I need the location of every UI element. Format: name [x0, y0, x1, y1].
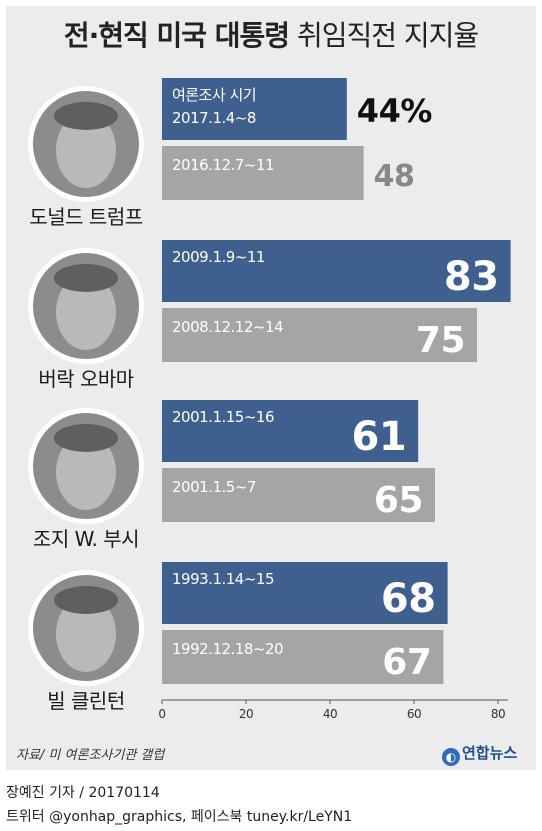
value-label-previous: 48 — [374, 159, 415, 194]
bar-label-previous: 2016.12.7~11 — [172, 156, 274, 174]
bar-current — [162, 400, 419, 462]
value-label-current: 61 — [352, 414, 407, 460]
bar-label-previous: 2008.12.12~14 — [172, 318, 283, 336]
portrait-hair — [54, 102, 118, 130]
president-name: 빌 클린턴 — [47, 689, 124, 713]
bar-current — [162, 562, 448, 624]
bar-current — [162, 78, 347, 140]
bar-label-current: 2001.1.15~16 — [172, 408, 274, 426]
president-name: 버락 오바마 — [38, 367, 133, 391]
credit-line: 장예진 기자 / 20170114 — [6, 785, 160, 801]
source-note: 자료/ 미 여론조사기관 갤럽 — [16, 748, 165, 763]
bar-label-previous: 1992.12.18~20 — [172, 640, 283, 658]
x-tick-label: 80 — [491, 707, 505, 721]
value-label-current: 68 — [381, 576, 436, 622]
bar-label-current: 2009.1.9~11 — [172, 248, 265, 266]
bar-current — [162, 240, 511, 302]
president-name: 조지 W. 부시 — [33, 527, 139, 551]
portrait-face — [56, 596, 116, 672]
president-name: 도널드 트럼프 — [29, 205, 142, 229]
bar-previous — [162, 468, 435, 522]
brand-logo: ◐ 연합뉴스 — [442, 742, 517, 766]
portrait-hair — [54, 424, 118, 452]
value-label-current: 44% — [357, 92, 433, 130]
x-tick-label: 20 — [239, 707, 253, 721]
title-light: 취임직전 지지율 — [296, 19, 479, 52]
bar-label-current: 2017.1.4~8 — [172, 109, 256, 127]
portrait-face — [56, 274, 116, 350]
bar-previous — [162, 630, 444, 684]
chart-title: 전·현직 미국 대통령 취임직전 지지율 — [0, 14, 542, 54]
x-tick-label: 0 — [158, 707, 165, 721]
title-bold: 전·현직 미국 대통령 — [63, 19, 290, 52]
bar-label-previous: 2001.1.5~7 — [172, 478, 256, 496]
value-label-previous: 75 — [416, 320, 465, 361]
portrait-face — [56, 112, 116, 188]
social-line: 트위터 @yonhap_graphics, 페이스북 tuney.kr/LeYN… — [6, 809, 353, 825]
bar-label-header: 여론조사 시기 — [172, 86, 256, 104]
portrait-hair — [54, 586, 118, 614]
value-label-current: 83 — [444, 254, 499, 300]
portrait-hair — [54, 264, 118, 292]
x-tick-label: 60 — [407, 707, 421, 721]
bar-previous — [162, 146, 364, 200]
x-tick-label: 40 — [323, 707, 337, 721]
value-label-previous: 67 — [382, 642, 431, 683]
value-label-previous: 65 — [374, 480, 423, 521]
brand-name: 연합뉴스 — [462, 744, 518, 762]
bar-label-current: 1993.1.14~15 — [172, 570, 274, 588]
portrait-face — [56, 434, 116, 510]
yonhap-icon: ◐ — [442, 748, 460, 766]
bar-previous — [162, 308, 477, 362]
